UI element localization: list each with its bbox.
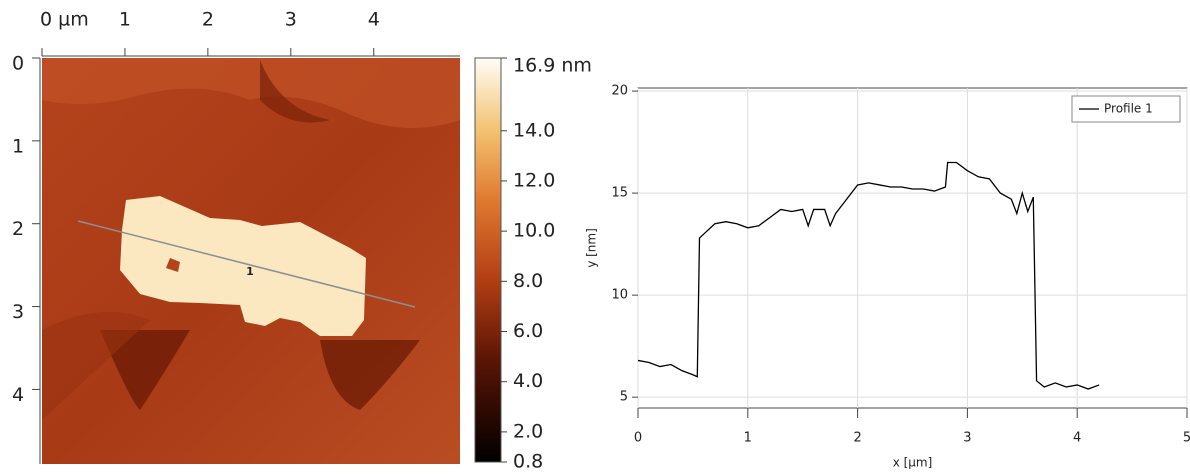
y-tick-label: 10 — [611, 288, 628, 303]
colorbar-tick-label: 16.9 nm — [513, 55, 592, 77]
y-tick-label: 5 — [620, 390, 628, 405]
legend-label: Profile 1 — [1104, 102, 1153, 116]
x-tick-label: 3 — [963, 431, 971, 446]
x-tick-label: 1 — [744, 431, 752, 446]
x-tick-label: 4 — [368, 9, 380, 31]
y-tick-label: 15 — [611, 186, 628, 201]
colorbar-tick-label: 0.8 — [513, 451, 543, 473]
profile-line — [637, 161, 1100, 390]
x-tick-label: 3 — [285, 9, 297, 31]
colorbar-tick-label: 4.0 — [513, 370, 543, 392]
x-tick-label: 1 — [119, 9, 131, 31]
colorbar-tick-label: 14.0 — [513, 119, 555, 141]
colorbar-tick-label: 12.0 — [513, 169, 555, 191]
x-tick-label: 2 — [202, 9, 214, 31]
y-tick-label: 3 — [12, 301, 24, 323]
profile-label: 1 — [246, 265, 254, 278]
colorbar — [474, 57, 502, 463]
x-tick-label: 2 — [853, 431, 861, 446]
x-tick-label: 0 — [634, 431, 642, 446]
x-tick-label: 5 — [1183, 431, 1190, 446]
colorbar-tick-label: 10.0 — [513, 220, 555, 242]
y-tick-label: 2 — [12, 218, 24, 240]
y-tick-label: 20 — [611, 84, 628, 99]
colorbar-tick-label: 2.0 — [513, 420, 543, 442]
y-tick-label: 4 — [12, 384, 24, 406]
plot-frame — [637, 87, 1188, 409]
x-tick-label: 0 µm — [40, 9, 89, 31]
x-axis-label: x [µm] — [893, 456, 933, 470]
colorbar-tick-label: 6.0 — [513, 320, 543, 342]
y-tick-label: 1 — [12, 135, 24, 157]
colorbar-tick-label: 8.0 — [513, 270, 543, 292]
afm-image — [39, 55, 460, 464]
x-tick-label: 4 — [1073, 431, 1081, 446]
y-tick-label: 0 — [12, 53, 24, 75]
y-axis-label: y [nm] — [585, 228, 599, 268]
